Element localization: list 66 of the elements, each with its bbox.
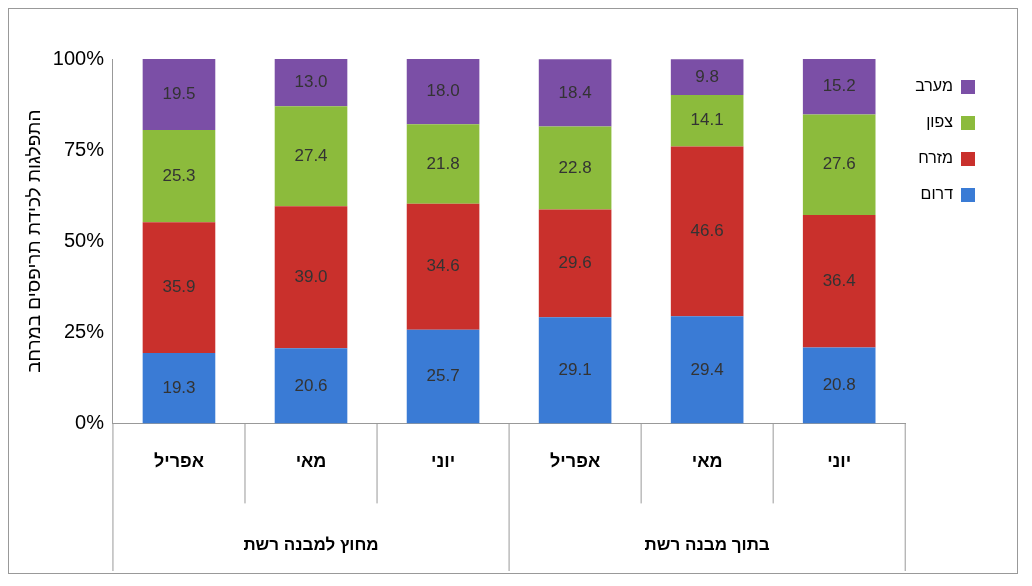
data-label: 9.8 — [695, 66, 719, 86]
bar — [142, 222, 216, 354]
data-label: 27.4 — [294, 145, 328, 165]
data-label: 25.7 — [426, 366, 460, 386]
data-label: 36.4 — [822, 270, 856, 290]
x-tick-label: אפריל — [550, 451, 601, 472]
bar — [802, 214, 876, 348]
y-axis-title: התפלגות לכידת תריפסים במרחב — [22, 109, 44, 373]
data-label: 29.1 — [558, 360, 592, 380]
bar — [274, 348, 348, 424]
bar — [538, 126, 612, 210]
legend-label: דרום — [920, 185, 954, 203]
bar — [670, 95, 744, 147]
bar — [142, 130, 216, 223]
bar — [406, 329, 480, 424]
data-label: 13.0 — [294, 72, 328, 92]
legend-label: מערב — [915, 77, 953, 95]
legend-label: מזרח — [918, 149, 953, 167]
bar — [670, 316, 744, 424]
data-label: 39.0 — [294, 266, 328, 286]
text: מחוץ למבנה רשת — [243, 535, 379, 555]
bar — [538, 209, 612, 318]
bar — [406, 203, 480, 330]
data-label: 18.0 — [426, 81, 460, 101]
bar — [802, 59, 876, 115]
bar — [802, 114, 876, 215]
data-label: 18.4 — [558, 82, 592, 102]
x-tick-label: מאי — [295, 451, 327, 472]
bar — [406, 59, 480, 125]
data-label: 20.6 — [294, 375, 328, 395]
bar — [142, 353, 216, 424]
bar — [142, 59, 216, 131]
bar — [274, 59, 348, 107]
y-tick-label: 0% — [75, 410, 105, 433]
data-label: 19.3 — [162, 377, 196, 397]
data-label: 19.5 — [162, 84, 196, 104]
y-tick-label: 100% — [52, 46, 105, 69]
y-tick-label: 50% — [63, 228, 105, 251]
data-label: 46.6 — [690, 221, 724, 241]
y-tick-label: 75% — [63, 137, 105, 160]
x-tick-label: אפריל — [153, 451, 205, 472]
bar — [802, 347, 876, 424]
data-label: 35.9 — [162, 277, 196, 297]
data-label: 25.3 — [162, 165, 196, 185]
data-label: 21.8 — [426, 153, 460, 173]
x-tick-label: יוני — [827, 451, 852, 472]
y-tick-label: 25% — [63, 319, 105, 342]
bar — [670, 59, 744, 96]
data-label: 22.8 — [558, 157, 592, 177]
data-label: 14.1 — [690, 110, 724, 130]
bar — [538, 317, 612, 424]
text: בתוך מבנה רשת — [644, 535, 770, 555]
data-label: 34.6 — [426, 256, 460, 276]
data-label: 15.2 — [822, 76, 856, 96]
bar — [670, 146, 744, 317]
bar — [274, 206, 348, 349]
x-tick-label: מאי — [691, 451, 723, 472]
legend-label: צפון — [926, 113, 954, 131]
data-label: 29.6 — [558, 253, 592, 273]
data-label: 29.4 — [690, 359, 724, 379]
bar — [274, 106, 348, 207]
data-label: 27.6 — [822, 154, 856, 174]
data-label: 20.8 — [822, 375, 856, 395]
bar — [538, 59, 612, 127]
x-tick-label: יוני — [431, 451, 456, 472]
bar — [406, 124, 480, 204]
